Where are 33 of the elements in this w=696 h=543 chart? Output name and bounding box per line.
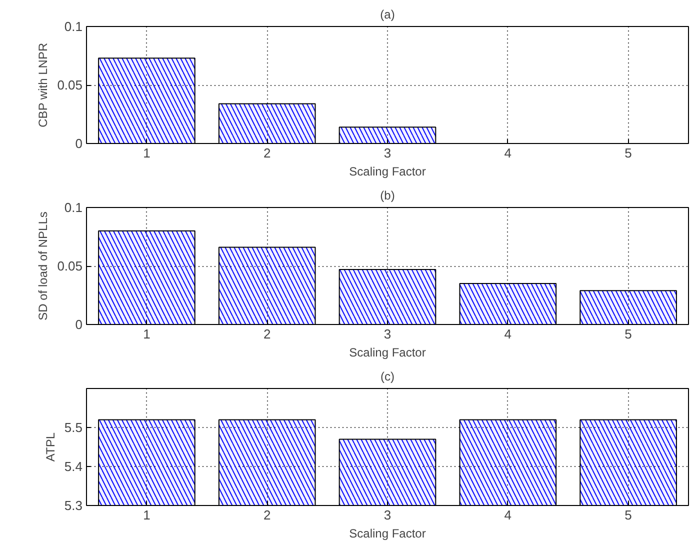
x-tick-label: 1: [143, 146, 150, 160]
x-axis-title: Scaling Factor: [349, 164, 426, 178]
x-tick-label: 5: [624, 326, 632, 342]
x-tick-label: 2: [263, 508, 271, 522]
x-tick-label: 3: [384, 326, 392, 342]
chart-title: (c): [380, 370, 395, 384]
chart-title: (a): [380, 8, 395, 22]
y-tick-label: 0.1: [64, 200, 83, 215]
x-tick-label: 4: [504, 508, 512, 522]
y-axis-title: CBP with LNPR: [36, 42, 50, 128]
x-axis-title: Scaling Factor: [349, 346, 426, 360]
y-axis-title: SD of load of NPLLs: [36, 212, 50, 320]
y-tick-label: 0.05: [57, 258, 83, 274]
x-tick-label: 3: [384, 146, 392, 160]
x-tick-label: 5: [624, 508, 632, 522]
y-tick-label: 5.3: [64, 498, 83, 513]
y-axis-title: ATPL: [43, 432, 58, 462]
x-tick-label: 3: [384, 508, 392, 522]
y-tick-label: 0.1: [64, 19, 83, 34]
y-tick-label: 5.4: [64, 459, 83, 474]
x-tick-label: 4: [504, 146, 512, 160]
x-tick-label: 5: [624, 146, 632, 160]
y-tick-label: 0: [75, 136, 83, 151]
y-tick-label: 0.05: [57, 78, 83, 92]
x-tick-label: 1: [143, 326, 150, 342]
x-axis-title: Scaling Factor: [349, 526, 426, 540]
x-tick-label: 2: [263, 146, 271, 160]
chart-title: (b): [380, 188, 395, 202]
y-tick-label: 5.5: [64, 420, 83, 435]
x-tick-label: 2: [263, 326, 271, 342]
y-tick-label: 0: [75, 317, 83, 332]
x-tick-label: 1: [143, 508, 150, 522]
x-tick-label: 4: [504, 326, 512, 342]
